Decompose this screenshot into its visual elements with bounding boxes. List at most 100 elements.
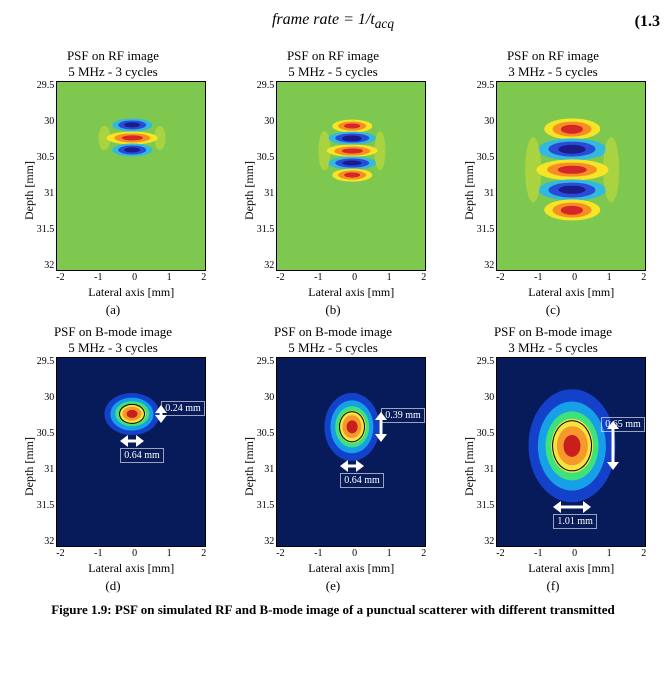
y-ticks: 29.53030.53131.532	[257, 357, 277, 547]
plot-column: -2-1012Lateral axis [mm]	[56, 81, 206, 300]
x-ticks: -2-1012	[276, 547, 426, 559]
x-tick: -1	[314, 273, 322, 283]
y-tick: 31	[257, 465, 275, 475]
x-tick: 0	[352, 549, 357, 559]
x-ticks: -2-1012	[496, 271, 646, 283]
plot-wrap: Depth [mm]29.53030.53131.532-2-1012Later…	[240, 81, 427, 300]
panel-title: PSF on RF image5 MHz - 3 cycles	[67, 48, 159, 79]
x-axis-label: Lateral axis [mm]	[56, 561, 206, 576]
y-tick: 30	[257, 393, 275, 403]
x-axis-label: Lateral axis [mm]	[496, 285, 646, 300]
x-tick: 1	[387, 549, 392, 559]
panel-title: PSF on B-mode image5 MHz - 3 cycles	[54, 324, 172, 355]
rf-plot	[56, 81, 206, 271]
x-tick: -1	[94, 273, 102, 283]
contour-ellipse	[339, 411, 365, 443]
plot-wrap: Depth [mm]29.53030.53131.5320.65 mm1.01 …	[460, 357, 647, 576]
chart-panel: PSF on RF image5 MHz - 5 cyclesDepth [mm…	[226, 48, 440, 324]
panel-letter: (b)	[325, 302, 340, 318]
lateral-arrow	[120, 434, 144, 448]
x-tick: 0	[132, 273, 137, 283]
y-tick: 31.5	[257, 501, 275, 511]
panel-title: PSF on B-mode image5 MHz - 5 cycles	[274, 324, 392, 355]
y-ticks: 29.53030.53131.532	[477, 81, 497, 271]
y-tick: 30.5	[477, 153, 495, 163]
x-tick: -1	[534, 549, 542, 559]
x-ticks: -2-1012	[276, 271, 426, 283]
y-tick: 31	[37, 465, 55, 475]
y-ticks: 29.53030.53131.532	[257, 81, 277, 271]
y-tick: 30	[37, 117, 55, 127]
y-ticks: 29.53030.53131.532	[37, 81, 57, 271]
y-tick: 32	[37, 537, 55, 547]
bmode-panel-grid: PSF on B-mode image5 MHz - 3 cycles Depth…	[0, 324, 666, 600]
x-tick: 2	[421, 273, 426, 283]
y-tick: 32	[37, 261, 55, 271]
rf-sidelobe	[319, 131, 330, 171]
y-tick: 31	[477, 189, 495, 199]
contour-ellipse	[552, 420, 592, 471]
chart-panel: PSF on B-mode image3 MHz - 5 cycles Depth…	[446, 324, 660, 600]
panel-title: PSF on RF image3 MHz - 5 cycles	[507, 48, 599, 79]
equation-sub: acq	[375, 17, 394, 32]
plot-column: 0.65 mm1.01 mm-2-1012Lateral axis [mm]	[496, 357, 646, 576]
x-tick: 1	[607, 273, 612, 283]
x-tick: -2	[56, 549, 64, 559]
y-tick: 31.5	[477, 501, 495, 511]
panel-letter: (e)	[326, 578, 340, 594]
y-tick: 31	[477, 465, 495, 475]
y-tick: 31.5	[257, 225, 275, 235]
x-tick: 0	[132, 549, 137, 559]
axial-annotation: 0.65 mm	[601, 417, 645, 432]
lateral-arrow	[340, 459, 364, 473]
y-axis-label: Depth [mm]	[460, 357, 477, 576]
chart-panel: PSF on B-mode image5 MHz - 5 cyclesDepth…	[226, 324, 440, 600]
rf-sidelobe	[375, 131, 386, 171]
x-tick: -1	[314, 549, 322, 559]
x-tick: -2	[276, 273, 284, 283]
bmode-plot: 0.39 mm 0.64 mm	[276, 357, 426, 547]
rf-panel-grid: PSF on RF image5 MHz - 3 cycles Depth [mm…	[0, 48, 666, 324]
y-tick: 30	[477, 393, 495, 403]
rf-lobe	[344, 124, 360, 129]
y-axis-label: Depth [mm]	[240, 81, 257, 300]
y-tick: 30.5	[257, 429, 275, 439]
x-tick: 1	[607, 549, 612, 559]
x-tick: 0	[352, 273, 357, 283]
x-tick: -2	[496, 273, 504, 283]
y-tick: 30.5	[37, 429, 55, 439]
y-tick: 29.5	[257, 81, 275, 91]
axial-annotation: 0.39 mm	[381, 408, 425, 423]
y-tick: 31.5	[37, 501, 55, 511]
y-tick: 29.5	[37, 81, 55, 91]
rf-sidelobe	[525, 137, 541, 203]
y-tick: 31	[37, 189, 55, 199]
rf-sidelobe	[604, 137, 620, 203]
x-axis-label: Lateral axis [mm]	[56, 285, 206, 300]
plot-wrap: Depth [mm]29.53030.53131.5320.24 mm0.64 …	[20, 357, 207, 576]
plot-column: -2-1012Lateral axis [mm]	[496, 81, 646, 300]
y-tick: 32	[477, 261, 495, 271]
y-tick: 30.5	[257, 153, 275, 163]
y-tick: 32	[257, 537, 275, 547]
plot-wrap: Depth [mm]29.53030.53131.532-2-1012Later…	[20, 81, 207, 300]
panel-title: PSF on B-mode image3 MHz - 5 cycles	[494, 324, 612, 355]
y-tick: 31.5	[37, 225, 55, 235]
y-ticks: 29.53030.53131.532	[37, 357, 57, 547]
plot-wrap: Depth [mm]29.53030.53131.532-2-1012Later…	[460, 81, 647, 300]
y-tick: 30	[37, 393, 55, 403]
lateral-annotation: 0.64 mm	[340, 473, 384, 488]
y-ticks: 29.53030.53131.532	[477, 357, 497, 547]
y-tick: 31.5	[477, 225, 495, 235]
rf-plot	[496, 81, 646, 271]
equation-row: frame rate = 1/tacq (1.3	[0, 4, 666, 40]
chart-panel: PSF on B-mode image5 MHz - 3 cyclesDepth…	[6, 324, 220, 600]
y-axis-label: Depth [mm]	[460, 81, 477, 300]
x-tick: 2	[421, 549, 426, 559]
x-ticks: -2-1012	[56, 271, 206, 283]
rf-lobe	[344, 172, 360, 177]
x-tick: 0	[572, 273, 577, 283]
x-ticks: -2-1012	[56, 547, 206, 559]
x-tick: -2	[56, 273, 64, 283]
rf-sidelobe	[155, 126, 166, 150]
